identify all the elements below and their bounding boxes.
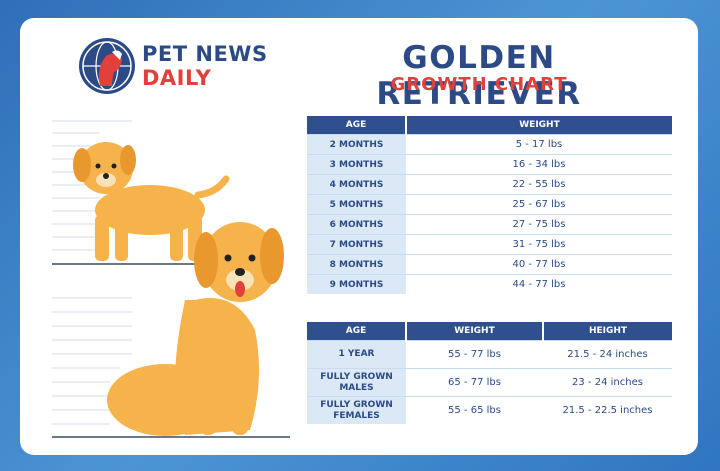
header-row: AGE WEIGHT HEIGHT <box>307 322 672 341</box>
puppy <box>73 142 230 261</box>
table-row: 8 MONTHS 40 - 77 lbs <box>307 254 672 275</box>
age-cell: FULLY GROWN MALES <box>307 368 406 397</box>
column-header: WEIGHT <box>405 116 672 135</box>
logo-globe <box>79 38 135 94</box>
value-cell: 25 - 67 lbs <box>406 194 672 215</box>
logo-text: PET NEWS <box>142 42 268 66</box>
table-row: 4 MONTHS 22 - 55 lbs <box>307 174 672 195</box>
adult-table: AGE WEIGHT HEIGHT 1 YEAR 55 - 77 lbs 21.5 - 2… <box>307 322 672 424</box>
subtitle: GROWTH CHART <box>390 74 568 95</box>
table-row: FULLY GROWN FEMALES 55 - 65 lbs 21.5 - 22.… <box>307 396 672 424</box>
value-cell: 21.5 - 22.5 inches <box>543 396 672 424</box>
age-cell: 9 MONTHS <box>307 274 406 294</box>
value-cell: 22 - 55 lbs <box>406 174 672 195</box>
column-header: AGE <box>307 116 406 135</box>
value-cell: 21.5 - 24 inches <box>543 340 672 369</box>
logo-text: DAILY <box>142 66 212 90</box>
table-row: 1 YEAR 55 - 77 lbs 21.5 - 24 inches <box>307 340 672 369</box>
value-cell: 65 - 77 lbs <box>406 368 543 397</box>
age-cell: 7 MONTHS <box>307 234 406 255</box>
age-cell: 5 MONTHS <box>307 194 406 215</box>
age-cell: 6 MONTHS <box>307 214 406 235</box>
puppy-table: AGE WEIGHT 2 MONTHS 5 - 17 lbs 3 MONTHS 16 - … <box>307 116 672 294</box>
table-row: 7 MONTHS 31 - 75 lbs <box>307 234 672 255</box>
age-cell: FULLY GROWN FEMALES <box>307 396 406 424</box>
title: GOLDEN RETRIEVER <box>376 40 582 112</box>
column-header: HEIGHT <box>542 322 672 341</box>
column-header: WEIGHT <box>405 322 543 341</box>
value-cell: 16 - 34 lbs <box>406 154 672 175</box>
age-cell: 3 MONTHS <box>307 154 406 175</box>
value-cell: 55 - 65 lbs <box>406 396 543 424</box>
table-row: 3 MONTHS 16 - 34 lbs <box>307 154 672 175</box>
table-row: 2 MONTHS 5 - 17 lbs <box>307 134 672 155</box>
age-cell: 1 YEAR <box>307 340 406 369</box>
age-cell: 2 MONTHS <box>307 134 406 155</box>
value-cell: 31 - 75 lbs <box>406 234 672 255</box>
table-row: FULLY GROWN MALES 65 - 77 lbs 23 - 24 inch… <box>307 368 672 397</box>
adult-dog <box>107 222 284 436</box>
value-cell: 23 - 24 inches <box>543 368 672 397</box>
value-cell: 44 - 77 lbs <box>406 274 672 294</box>
value-cell: 40 - 77 lbs <box>406 254 672 275</box>
value-cell: 5 - 17 lbs <box>406 134 672 155</box>
age-cell: 8 MONTHS <box>307 254 406 275</box>
value-cell: 27 - 75 lbs <box>406 214 672 235</box>
table-row: 6 MONTHS 27 - 75 lbs <box>307 214 672 235</box>
table-row: 5 MONTHS 25 - 67 lbs <box>307 194 672 215</box>
column-header: AGE <box>307 322 406 341</box>
table-row: 9 MONTHS 44 - 77 lbs <box>307 274 672 294</box>
value-cell: 55 - 77 lbs <box>406 340 543 369</box>
age-cell: 4 MONTHS <box>307 174 406 195</box>
header-row: AGE WEIGHT <box>307 116 672 135</box>
